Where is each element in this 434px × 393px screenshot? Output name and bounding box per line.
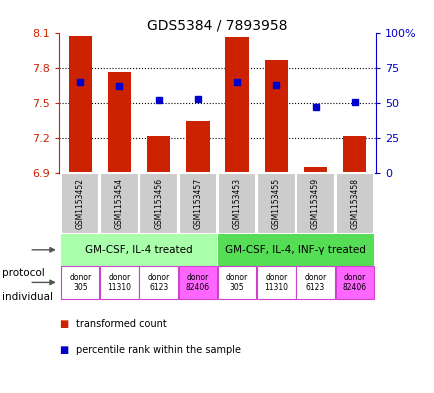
- Text: GSM1153459: GSM1153459: [310, 178, 319, 229]
- Text: donor
305: donor 305: [225, 273, 248, 292]
- Bar: [186, 121, 209, 173]
- Text: GSM1153456: GSM1153456: [154, 178, 163, 229]
- Bar: [342, 136, 365, 173]
- Bar: [108, 72, 131, 173]
- Bar: [61, 173, 99, 233]
- Bar: [296, 266, 334, 299]
- Bar: [296, 173, 334, 233]
- Text: ■: ■: [59, 319, 68, 329]
- Text: GSM1153455: GSM1153455: [271, 178, 280, 229]
- Bar: [139, 173, 178, 233]
- Text: donor
305: donor 305: [69, 273, 91, 292]
- Text: GSM1153452: GSM1153452: [76, 178, 85, 229]
- Text: ■: ■: [59, 345, 68, 355]
- Bar: [178, 173, 217, 233]
- Bar: [100, 173, 138, 233]
- Bar: [178, 266, 217, 299]
- Bar: [100, 266, 138, 299]
- Text: donor
6123: donor 6123: [304, 273, 326, 292]
- Bar: [147, 136, 170, 173]
- Text: percentile rank within the sample: percentile rank within the sample: [76, 345, 240, 355]
- Bar: [61, 233, 217, 266]
- Text: GSM1153457: GSM1153457: [193, 178, 202, 229]
- Text: GSM1153458: GSM1153458: [349, 178, 358, 229]
- Bar: [335, 266, 373, 299]
- Bar: [335, 173, 373, 233]
- Text: GM-CSF, IL-4 treated: GM-CSF, IL-4 treated: [85, 245, 192, 255]
- Bar: [69, 36, 92, 173]
- Bar: [264, 60, 287, 173]
- Text: GSM1153454: GSM1153454: [115, 178, 124, 229]
- Text: GM-CSF, IL-4, INF-γ treated: GM-CSF, IL-4, INF-γ treated: [225, 245, 365, 255]
- Text: donor
6123: donor 6123: [147, 273, 169, 292]
- Title: GDS5384 / 7893958: GDS5384 / 7893958: [147, 18, 287, 32]
- Text: protocol: protocol: [2, 268, 45, 278]
- Bar: [217, 173, 256, 233]
- Bar: [139, 266, 178, 299]
- Text: donor
82406: donor 82406: [342, 273, 366, 292]
- Bar: [256, 173, 295, 233]
- Text: individual: individual: [2, 292, 53, 302]
- Text: donor
11310: donor 11310: [264, 273, 288, 292]
- Bar: [303, 167, 326, 173]
- Text: donor
82406: donor 82406: [185, 273, 210, 292]
- Text: transformed count: transformed count: [76, 319, 167, 329]
- Bar: [217, 266, 256, 299]
- Text: GSM1153453: GSM1153453: [232, 178, 241, 229]
- Bar: [61, 266, 99, 299]
- Text: donor
11310: donor 11310: [107, 273, 131, 292]
- Bar: [217, 233, 373, 266]
- Bar: [225, 37, 248, 173]
- Bar: [256, 266, 295, 299]
